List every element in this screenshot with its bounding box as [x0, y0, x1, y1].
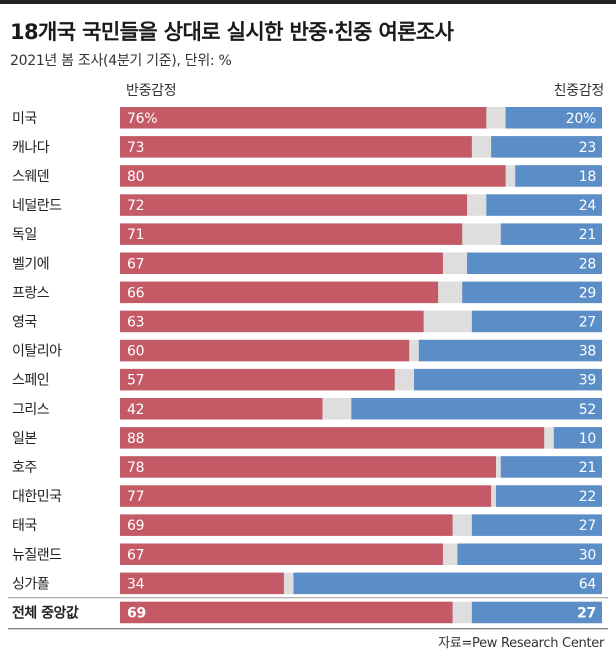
value-label-negative: 42: [127, 402, 144, 418]
value-label-negative: 67: [127, 547, 144, 563]
value-label-negative: 66: [127, 285, 145, 301]
category-label: 영국: [12, 314, 37, 330]
category-label: 이탈리아: [12, 344, 62, 360]
bar-positive: [471, 601, 602, 624]
value-label-negative: 71: [127, 227, 144, 243]
bar-positive: [505, 107, 602, 129]
category-label: 벨기에: [12, 256, 49, 272]
value-label-positive: 27: [579, 518, 596, 534]
value-label-positive: 23: [579, 140, 596, 156]
value-label-positive: 10: [579, 431, 596, 447]
bar-negative: [120, 281, 439, 304]
bar-positive: [462, 281, 602, 304]
category-label: 일본: [12, 431, 37, 447]
bar-positive: [491, 136, 602, 158]
bar-positive: [457, 543, 602, 565]
legend-negative: 반중감정: [126, 83, 177, 99]
category-label: 스페인: [12, 373, 49, 389]
bar-negative: [120, 543, 443, 565]
value-label-positive: 52: [579, 402, 596, 418]
value-label-positive: 18: [579, 169, 596, 185]
category-label: 네덜란드: [12, 198, 62, 214]
category-label: 싱가폴: [12, 576, 50, 592]
value-label-negative: 88: [127, 431, 144, 447]
value-label-positive: 24: [579, 198, 597, 214]
bar-positive: [418, 339, 602, 362]
bar-negative: [120, 339, 410, 362]
value-label-positive: 27: [579, 314, 596, 330]
bar-positive: [515, 165, 602, 187]
category-label: 독일: [12, 227, 37, 243]
bar-negative: [120, 427, 545, 449]
value-label-positive: 20%: [566, 111, 596, 127]
bar-positive: [553, 427, 602, 449]
bar-negative: [120, 310, 424, 333]
bar-negative: [120, 194, 468, 216]
bar-negative: [120, 223, 463, 245]
value-label-positive: 27: [577, 605, 596, 621]
value-label-negative: 76%: [127, 111, 157, 127]
bar-negative: [120, 601, 453, 624]
value-label-negative: 60: [127, 344, 144, 360]
value-label-negative: 72: [127, 198, 144, 214]
value-label-negative: 34: [127, 576, 145, 592]
bar-positive: [414, 368, 602, 391]
bar-negative: [120, 252, 443, 274]
category-label: 호주: [12, 460, 37, 476]
bar-negative: [120, 456, 496, 478]
legend-positive: 친중감정: [553, 83, 605, 99]
bar-positive: [293, 572, 602, 595]
bar-positive: [471, 310, 602, 333]
bar-positive: [486, 194, 602, 216]
chart-subtitle: 2021년 봄 조사(4분기 기준), 단위: %: [10, 53, 232, 69]
value-label-negative: 78: [127, 460, 144, 476]
bar-positive: [471, 514, 602, 536]
bar-negative: [120, 136, 472, 158]
value-label-negative: 69: [127, 605, 146, 621]
value-label-negative: 69: [127, 518, 144, 534]
bar-negative: [120, 368, 395, 391]
value-label-positive: 28: [579, 256, 596, 272]
bar-positive: [495, 485, 602, 507]
bar-positive: [500, 223, 602, 245]
value-label-negative: 67: [127, 256, 144, 272]
bar-negative: [120, 165, 506, 187]
value-label-negative: 73: [127, 140, 144, 156]
value-label-positive: 21: [579, 227, 596, 243]
category-label: 캐나다: [12, 140, 50, 156]
value-label-negative: 57: [127, 373, 144, 389]
category-label: 스웨덴: [12, 169, 49, 185]
category-label: 뉴질랜드: [12, 547, 62, 563]
bar-positive: [467, 252, 602, 274]
value-label-positive: 29: [579, 285, 596, 301]
bar-negative: [120, 107, 487, 129]
bar-negative: [120, 398, 323, 420]
bar-negative: [120, 572, 284, 595]
category-label: 전체 중앙값: [12, 604, 79, 621]
bar-negative: [120, 514, 453, 536]
top-rule: [0, 0, 616, 4]
value-label-positive: 21: [579, 460, 596, 476]
value-label-negative: 63: [127, 314, 144, 330]
category-label: 그리스: [12, 402, 50, 418]
value-label-positive: 64: [579, 576, 597, 592]
value-label-negative: 80: [127, 169, 144, 185]
source-note: 자료=Pew Research Center: [438, 636, 604, 651]
category-label: 미국: [12, 111, 37, 127]
value-label-positive: 38: [579, 344, 596, 360]
category-label: 태국: [12, 518, 37, 534]
category-label: 대한민국: [12, 489, 62, 505]
value-label-positive: 39: [579, 373, 596, 389]
bar-positive: [351, 398, 602, 420]
value-label-positive: 22: [579, 489, 596, 505]
value-label-negative: 77: [127, 489, 144, 505]
chart-title: 18개국 국민들을 상대로 실시한 반중·친중 여론조사: [10, 20, 454, 44]
category-label: 프랑스: [12, 285, 50, 301]
bar-negative: [120, 485, 492, 507]
bar-positive: [500, 456, 602, 478]
value-label-positive: 30: [579, 547, 596, 563]
